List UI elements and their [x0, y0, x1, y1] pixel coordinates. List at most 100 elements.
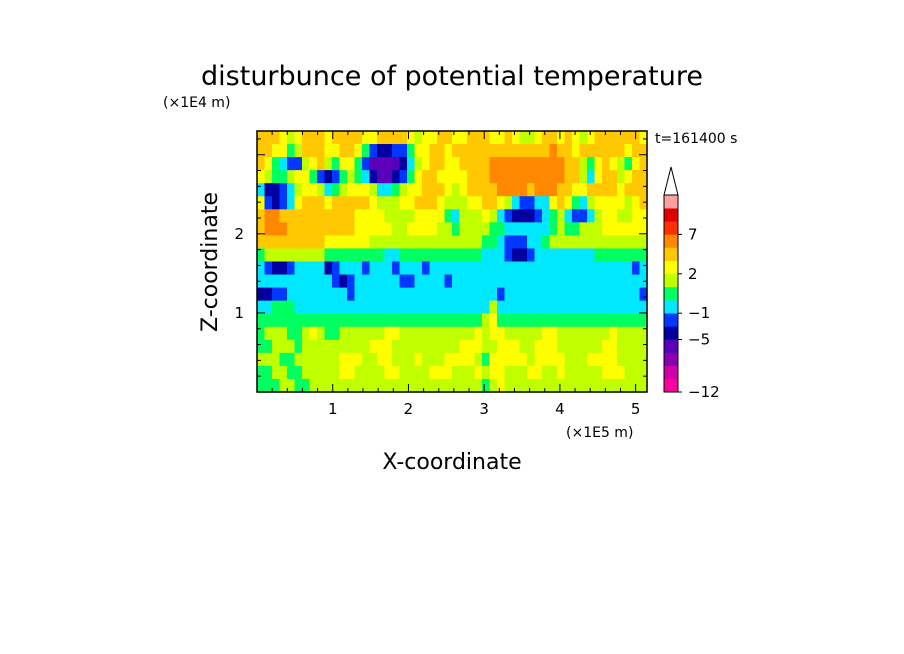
- heatmap-cell: [474, 365, 483, 380]
- heatmap-cell: [369, 144, 378, 158]
- heatmap-cell: [549, 261, 558, 276]
- heatmap-cell: [594, 209, 603, 223]
- heatmap-cell: [519, 131, 528, 145]
- heatmap-cell: [399, 144, 408, 158]
- heatmap-cell: [497, 326, 506, 341]
- heatmap-cell: [609, 300, 618, 315]
- heatmap-cell: [564, 274, 573, 289]
- heatmap-cell: [317, 274, 326, 289]
- heatmap-cell: [527, 170, 536, 184]
- heatmap-cell: [617, 183, 626, 197]
- heatmap-cell: [624, 274, 633, 289]
- heatmap-cell: [639, 196, 648, 210]
- heatmap-cell: [407, 170, 416, 184]
- heatmap-cell: [339, 144, 348, 158]
- heatmap-cell: [504, 248, 513, 263]
- heatmap-cell: [354, 196, 363, 210]
- heatmap-cell: [302, 235, 311, 250]
- heatmap-cell: [384, 365, 393, 380]
- heatmap-cell: [347, 339, 356, 354]
- x-axis: 1 2 3 4 5: [256, 131, 640, 418]
- heatmap-cell: [459, 313, 468, 328]
- heatmap-cell: [497, 378, 506, 393]
- heatmap-cell: [609, 144, 618, 158]
- heatmap-cell: [317, 287, 326, 302]
- heatmap-cell: [377, 157, 386, 171]
- heatmap-cell: [309, 365, 318, 380]
- heatmap-cell: [617, 131, 626, 145]
- heatmap-cell: [632, 365, 641, 380]
- heatmap-cell: [279, 131, 288, 145]
- heatmap-cell: [452, 274, 461, 289]
- heatmap-cell: [609, 365, 618, 380]
- heatmap-cell: [579, 326, 588, 341]
- heatmap-cell: [302, 287, 311, 302]
- heatmap-cell: [437, 131, 446, 145]
- heatmap-cell: [624, 287, 633, 302]
- heatmap-cell: [422, 157, 431, 171]
- heatmap-cell: [467, 300, 476, 315]
- heatmap-cell: [294, 287, 303, 302]
- heatmap-cell: [309, 287, 318, 302]
- heatmap-cell: [467, 235, 476, 250]
- heatmap-cell: [339, 209, 348, 223]
- heatmap-cell: [257, 378, 266, 393]
- heatmap-cell: [452, 352, 461, 367]
- heatmap-cell: [594, 261, 603, 276]
- heatmap-cell: [617, 235, 626, 250]
- heatmap-cell: [542, 365, 551, 380]
- heatmap-cell: [602, 235, 611, 250]
- heatmap-cell: [497, 313, 506, 328]
- heatmap-cell: [347, 222, 356, 236]
- heatmap-cell: [482, 274, 491, 289]
- heatmap-cell: [572, 144, 581, 158]
- heatmap-cell: [287, 144, 296, 158]
- heatmap-cell: [579, 144, 588, 158]
- heatmap-cell: [564, 157, 573, 171]
- heatmap-cell: [639, 339, 648, 354]
- heatmap-cell: [294, 157, 303, 171]
- heatmap-cell: [504, 157, 513, 171]
- heatmap-cell: [437, 261, 446, 276]
- heatmap-cell: [504, 365, 513, 380]
- heatmap-cell: [444, 378, 453, 393]
- heatmap-cell: [527, 183, 536, 197]
- heatmap-cell: [317, 209, 326, 223]
- heatmap-cell: [587, 274, 596, 289]
- heatmap-cell: [264, 378, 273, 393]
- heatmap-cell: [504, 274, 513, 289]
- heatmap-cell: [527, 339, 536, 354]
- heatmap-cell: [594, 222, 603, 236]
- heatmap-cell: [474, 378, 483, 393]
- heatmap-cell: [572, 339, 581, 354]
- heatmap-cell: [474, 157, 483, 171]
- heatmap-cell: [362, 287, 371, 302]
- heatmap-cell: [407, 144, 416, 158]
- heatmap-cell: [534, 313, 543, 328]
- heatmap-cell: [264, 287, 273, 302]
- heatmap-cell: [399, 365, 408, 380]
- heatmap-cell: [332, 274, 341, 289]
- heatmap-cell: [444, 300, 453, 315]
- heatmap-cell: [467, 170, 476, 184]
- heatmap-cell: [287, 196, 296, 210]
- heatmap-cell: [272, 235, 281, 250]
- colorbar-tick-label: −1: [688, 304, 710, 322]
- heatmap-cell: [542, 144, 551, 158]
- colorbar-tick-label: −12: [688, 383, 720, 401]
- heatmap-cell: [534, 365, 543, 380]
- heatmap-cell: [512, 157, 521, 171]
- heatmap-cell: [287, 352, 296, 367]
- heatmap-cell: [354, 365, 363, 380]
- heatmap-cell: [512, 339, 521, 354]
- heatmap-cell: [332, 183, 341, 197]
- heatmap-cell: [609, 235, 618, 250]
- heatmap-cell: [602, 339, 611, 354]
- heatmap-cell: [519, 300, 528, 315]
- heatmap-cell: [497, 196, 506, 210]
- heatmap-cell: [287, 326, 296, 341]
- heatmap-cell: [632, 261, 641, 276]
- heatmap-cell: [257, 261, 266, 276]
- heatmap-cell: [279, 300, 288, 315]
- heatmap-cell: [264, 157, 273, 171]
